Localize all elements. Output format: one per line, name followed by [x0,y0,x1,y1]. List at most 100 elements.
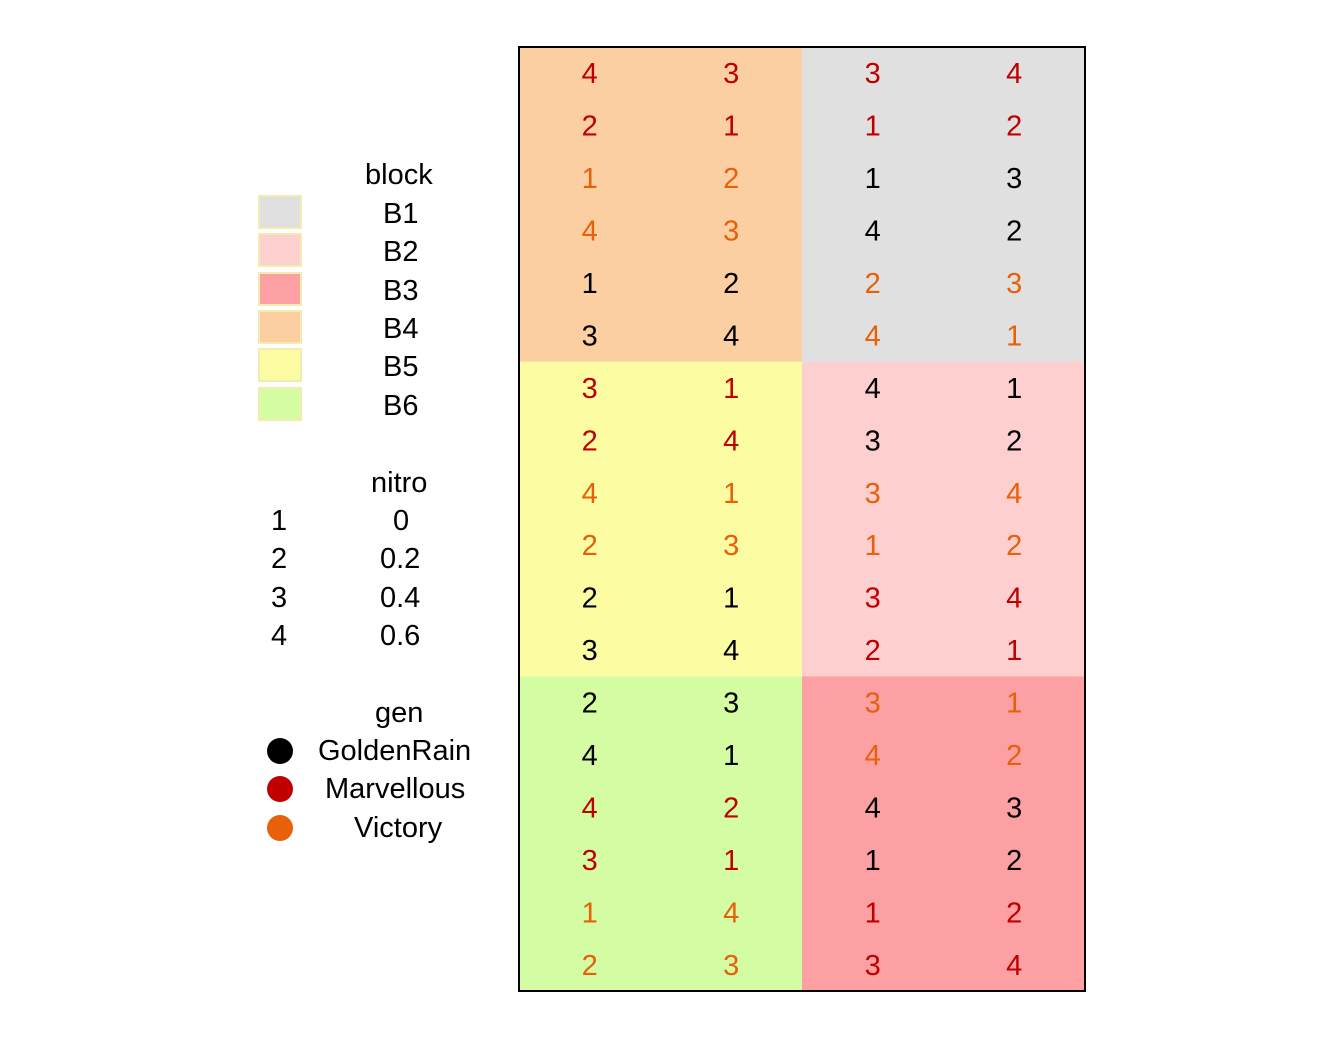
block-region-b6 [519,676,802,991]
plot-cell-label: 1 [723,478,739,510]
plot-cell-label: 3 [582,373,598,405]
legend-block-label-b6: B6 [383,390,419,422]
legend-nitro-title: nitro [371,467,428,499]
plot-cell-label: 2 [1006,530,1022,562]
plot-cell-label: 2 [582,583,598,615]
legend-gen-label-victory: Victory [354,812,443,844]
plot-cell-label: 1 [865,845,881,877]
plot-cell-label: 4 [582,58,598,90]
plot-cell-label: 3 [723,58,739,90]
plot-cell-label: 3 [865,425,881,457]
plot-cell-label: 4 [582,740,598,772]
plot-cell-label: 3 [582,320,598,352]
plot-cell-label: 1 [865,897,881,929]
legend-nitro-value-2: 0.2 [380,543,421,575]
legend-block-label-b1: B1 [383,198,419,230]
plot-cell-label: 1 [865,163,881,195]
legend-swatch-b1 [258,195,302,229]
plot-cell-label: 4 [723,320,739,352]
plot-cell-label: 1 [723,583,739,615]
plot-cell-label: 2 [723,268,739,300]
plot-cell-label: 3 [582,845,598,877]
plot-cell-label: 2 [1006,425,1022,457]
legend-dot-goldenrain [267,738,293,764]
plot-cell-label: 4 [865,792,881,824]
plot-cell-label: 2 [865,268,881,300]
plot-cell-label: 1 [582,163,598,195]
plot-cell-label: 1 [582,897,598,929]
plot-cell-label: 4 [723,635,739,667]
legend-gen-label-marvellous: Marvellous [325,773,466,805]
plot-cell-label: 4 [865,740,881,772]
plot-cell-label: 3 [1006,268,1022,300]
plot-cell-label: 3 [582,635,598,667]
block-region-b3 [802,676,1085,991]
plot-cell-label: 2 [582,111,598,143]
legend-block-label-b2: B2 [383,236,419,268]
plot-cell-label: 1 [723,373,739,405]
plot-cell-label: 1 [1006,320,1022,352]
plot-cell-label: 3 [723,950,739,982]
plot-cell-label: 4 [1006,58,1022,90]
plot-cell-label: 3 [723,530,739,562]
plot-cell-label: 1 [1006,635,1022,667]
plot-cell-label: 3 [865,478,881,510]
plot-cell-label: 2 [1006,111,1022,143]
plot-cell-label: 3 [865,688,881,720]
plot-cell-label: 2 [582,530,598,562]
plot-cell-label: 3 [865,58,881,90]
legend-swatch-b2 [258,233,302,267]
plot-cell-label: 2 [582,425,598,457]
plot-cell-label: 2 [1006,845,1022,877]
plot-cell-label: 1 [1006,373,1022,405]
legend-swatch-b3 [258,272,302,306]
plot-cell-label: 4 [1006,583,1022,615]
plot-cell-label: 4 [865,320,881,352]
cell-labels: 4 3 3 4 2 1 1 2 1 2 1 3 4 3 4 2 1 2 2 3 3 4 4 1 3 1 4 1 2 4 3 2 4 1 3 4 2 3 1 2… [582,58,1023,982]
plot-cell-label: 1 [865,530,881,562]
plot-cell-label: 4 [582,478,598,510]
legend-nitro-value-3: 0.4 [380,582,421,614]
plot-cell-label: 2 [1006,740,1022,772]
legend-block-label-b3: B3 [383,275,419,307]
plot-cell-label: 4 [865,216,881,248]
plot-cell-label: 1 [865,111,881,143]
block-region-b2 [802,361,1085,677]
plot-cell-label: 3 [865,583,881,615]
plot-cell-label: 2 [723,792,739,824]
legend-nitro-code-4: 4 [271,620,288,652]
legend-gen-title: gen [375,697,424,729]
plot-frame [518,46,1086,992]
legend-block-label-b4: B4 [383,313,419,345]
plot-cell-label: 2 [582,950,598,982]
legend-swatch-b5 [258,348,302,382]
plot-cell-label: 3 [1006,163,1022,195]
plot-cell-label: 4 [723,897,739,929]
plot-cell-label: 4 [865,373,881,405]
plot-cell-label: 3 [865,950,881,982]
legend-nitro-code-3: 3 [271,582,288,614]
plot-cell-label: 1 [582,268,598,300]
legend-swatch-b4 [258,310,302,344]
legend-nitro-code-1: 1 [271,505,288,537]
plot-cell-label: 2 [582,688,598,720]
legend-nitro-value-4: 0.6 [380,620,421,652]
plot-cell-label: 3 [723,216,739,248]
legend-dot-victory [267,815,293,841]
plot-cell-label: 1 [723,740,739,772]
plot-cell-label: 1 [723,111,739,143]
block-region-b1 [802,47,1085,362]
block-regions [519,47,1085,991]
plot-cell-label: 1 [723,845,739,877]
plot-cell-label: 2 [723,163,739,195]
legend-swatch-b6 [258,387,302,421]
plot-cell-label: 4 [1006,478,1022,510]
legend-nitro-value-1: 0 [393,505,410,537]
plot-cell-label: 2 [1006,216,1022,248]
block-region-b5 [519,361,802,677]
legend-gen-label-goldenrain: GoldenRain [318,735,472,767]
plot-cell-label: 3 [1006,792,1022,824]
plot-cell-label: 1 [1006,688,1022,720]
legend-block-title: block [365,159,433,191]
